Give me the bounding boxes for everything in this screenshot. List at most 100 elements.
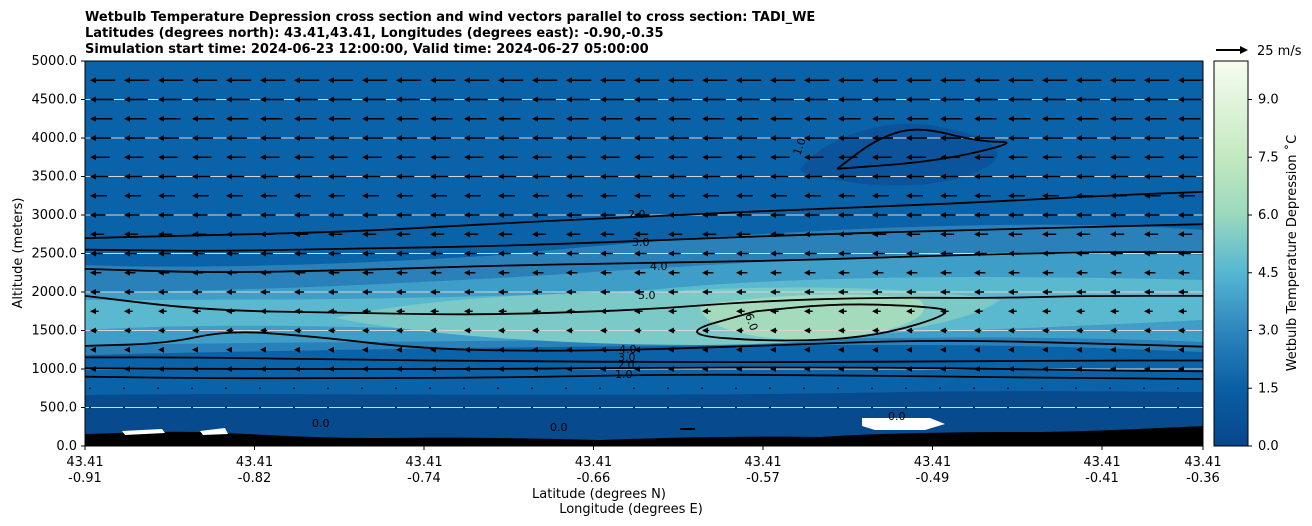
wind-vector-calm: [667, 387, 669, 390]
wind-vector-calm: [905, 406, 907, 409]
wind-vector-head: [260, 96, 266, 103]
wind-vector-head: [1178, 135, 1184, 141]
wind-vector-calm: [769, 406, 771, 409]
wind-vector-calm: [395, 406, 397, 409]
wind-vector-head: [1042, 289, 1048, 295]
wind-vector-head: [940, 135, 946, 141]
wind-vector-head: [464, 269, 470, 276]
wind-vector-head: [702, 327, 708, 334]
wind-vector-head: [668, 327, 674, 334]
wind-vector-calm: [837, 387, 839, 390]
wind-vector-head: [702, 135, 708, 141]
wind-vector-head: [226, 250, 232, 257]
wind-vector-head: [1144, 231, 1150, 238]
wind-vector-head: [566, 212, 572, 218]
wind-vector-calm: [395, 387, 397, 390]
wind-vector-head: [192, 327, 198, 334]
wind-vector-head: [498, 77, 504, 84]
wind-vector-head: [600, 289, 606, 295]
wind-vector-head: [1178, 308, 1184, 315]
wind-vector-head: [634, 289, 640, 295]
wind-vector-head: [396, 154, 402, 161]
wind-vector-head: [498, 289, 504, 295]
wind-vector-head: [532, 250, 538, 257]
wind-vector-calm: [1143, 406, 1145, 409]
wind-vector-calm: [735, 387, 737, 390]
wind-vector-head: [906, 96, 912, 103]
wind-vector-head: [600, 269, 606, 276]
wind-vector-head: [226, 173, 232, 180]
wind-vector-calm: [939, 406, 941, 409]
wind-vector-head: [90, 327, 96, 334]
wind-vector-head: [260, 173, 266, 180]
wind-vector-head: [566, 154, 572, 161]
wind-vector-calm: [633, 387, 635, 390]
wind-vector-head: [600, 192, 606, 199]
wind-vector-head: [362, 269, 368, 276]
wind-vector-calm: [429, 406, 431, 409]
wind-vector-head: [906, 289, 912, 295]
wind-vector-head: [838, 289, 844, 295]
wind-vector-head: [294, 115, 300, 122]
wind-vector-head: [328, 192, 334, 199]
wind-vector-head: [124, 96, 130, 103]
wind-vector-head: [362, 231, 368, 238]
wind-vector-head: [498, 96, 504, 103]
wind-vector-head: [1144, 212, 1150, 218]
wind-vector-head: [668, 308, 674, 315]
wind-vector-head: [430, 173, 436, 180]
wind-vector-head: [430, 250, 436, 257]
wind-vector-head: [158, 212, 164, 218]
wind-vector-head: [260, 192, 266, 199]
wind-vector-head: [1076, 154, 1082, 161]
colorbar-gradient: [1213, 60, 1249, 447]
wind-vector-head: [1178, 269, 1184, 276]
wind-vector-calm: [1075, 387, 1077, 390]
terrain-white-patch-mid: [200, 428, 228, 435]
wind-vector-head: [566, 173, 572, 180]
wind-vector-head: [90, 77, 96, 84]
wind-vector-head: [192, 96, 198, 103]
wind-vector-head: [600, 135, 606, 141]
wind-vector-head: [566, 327, 572, 334]
wind-vector-head: [532, 327, 538, 334]
wind-vector-head: [396, 327, 402, 334]
wind-vector-head: [90, 96, 96, 103]
wind-vector-head: [192, 289, 198, 295]
wind-vector-head: [1008, 192, 1014, 199]
wind-vector-head: [396, 173, 402, 180]
wind-vector-head: [906, 212, 912, 218]
wind-vector-head: [1110, 135, 1116, 141]
wind-vector-head: [464, 173, 470, 180]
wind-vector-head: [804, 346, 810, 353]
wind-vector-head: [294, 327, 300, 334]
wind-vector-head: [294, 154, 300, 161]
wind-vector-head: [770, 77, 776, 84]
wind-vector-head: [770, 269, 776, 276]
wind-vector-head: [1110, 231, 1116, 238]
colorbar-tick-label: 0.0: [1258, 439, 1279, 454]
wind-vector-head: [192, 308, 198, 315]
wind-vector-head: [430, 77, 436, 84]
contour-label-3: 3.0: [632, 236, 650, 249]
wind-vector-head: [736, 77, 742, 84]
wind-vector-head: [1076, 308, 1082, 315]
wind-vector-calm: [1041, 406, 1043, 409]
wind-vector-head: [668, 269, 674, 276]
wind-vector-head: [736, 115, 742, 122]
wind-vector-head: [974, 173, 980, 180]
wind-vector-calm: [191, 387, 193, 390]
wind-vector-head: [736, 192, 742, 199]
wind-vector-head: [1008, 346, 1014, 353]
wind-vector-head: [838, 154, 844, 161]
wind-vector-head: [804, 173, 810, 180]
wind-vector-head: [1076, 77, 1082, 84]
wind-vector-head: [1042, 269, 1048, 276]
wind-vector-head: [1178, 77, 1184, 84]
colorbar: 0.0 1.5 3.0 4.5 6.0 7.5 9.0 Wetbulb Temperatur…: [1213, 60, 1300, 454]
wind-vector-head: [294, 192, 300, 199]
wind-vector-head: [464, 77, 470, 84]
wind-vector-head: [124, 289, 130, 295]
wind-vector-head: [872, 96, 878, 103]
wind-vector-head: [498, 308, 504, 315]
